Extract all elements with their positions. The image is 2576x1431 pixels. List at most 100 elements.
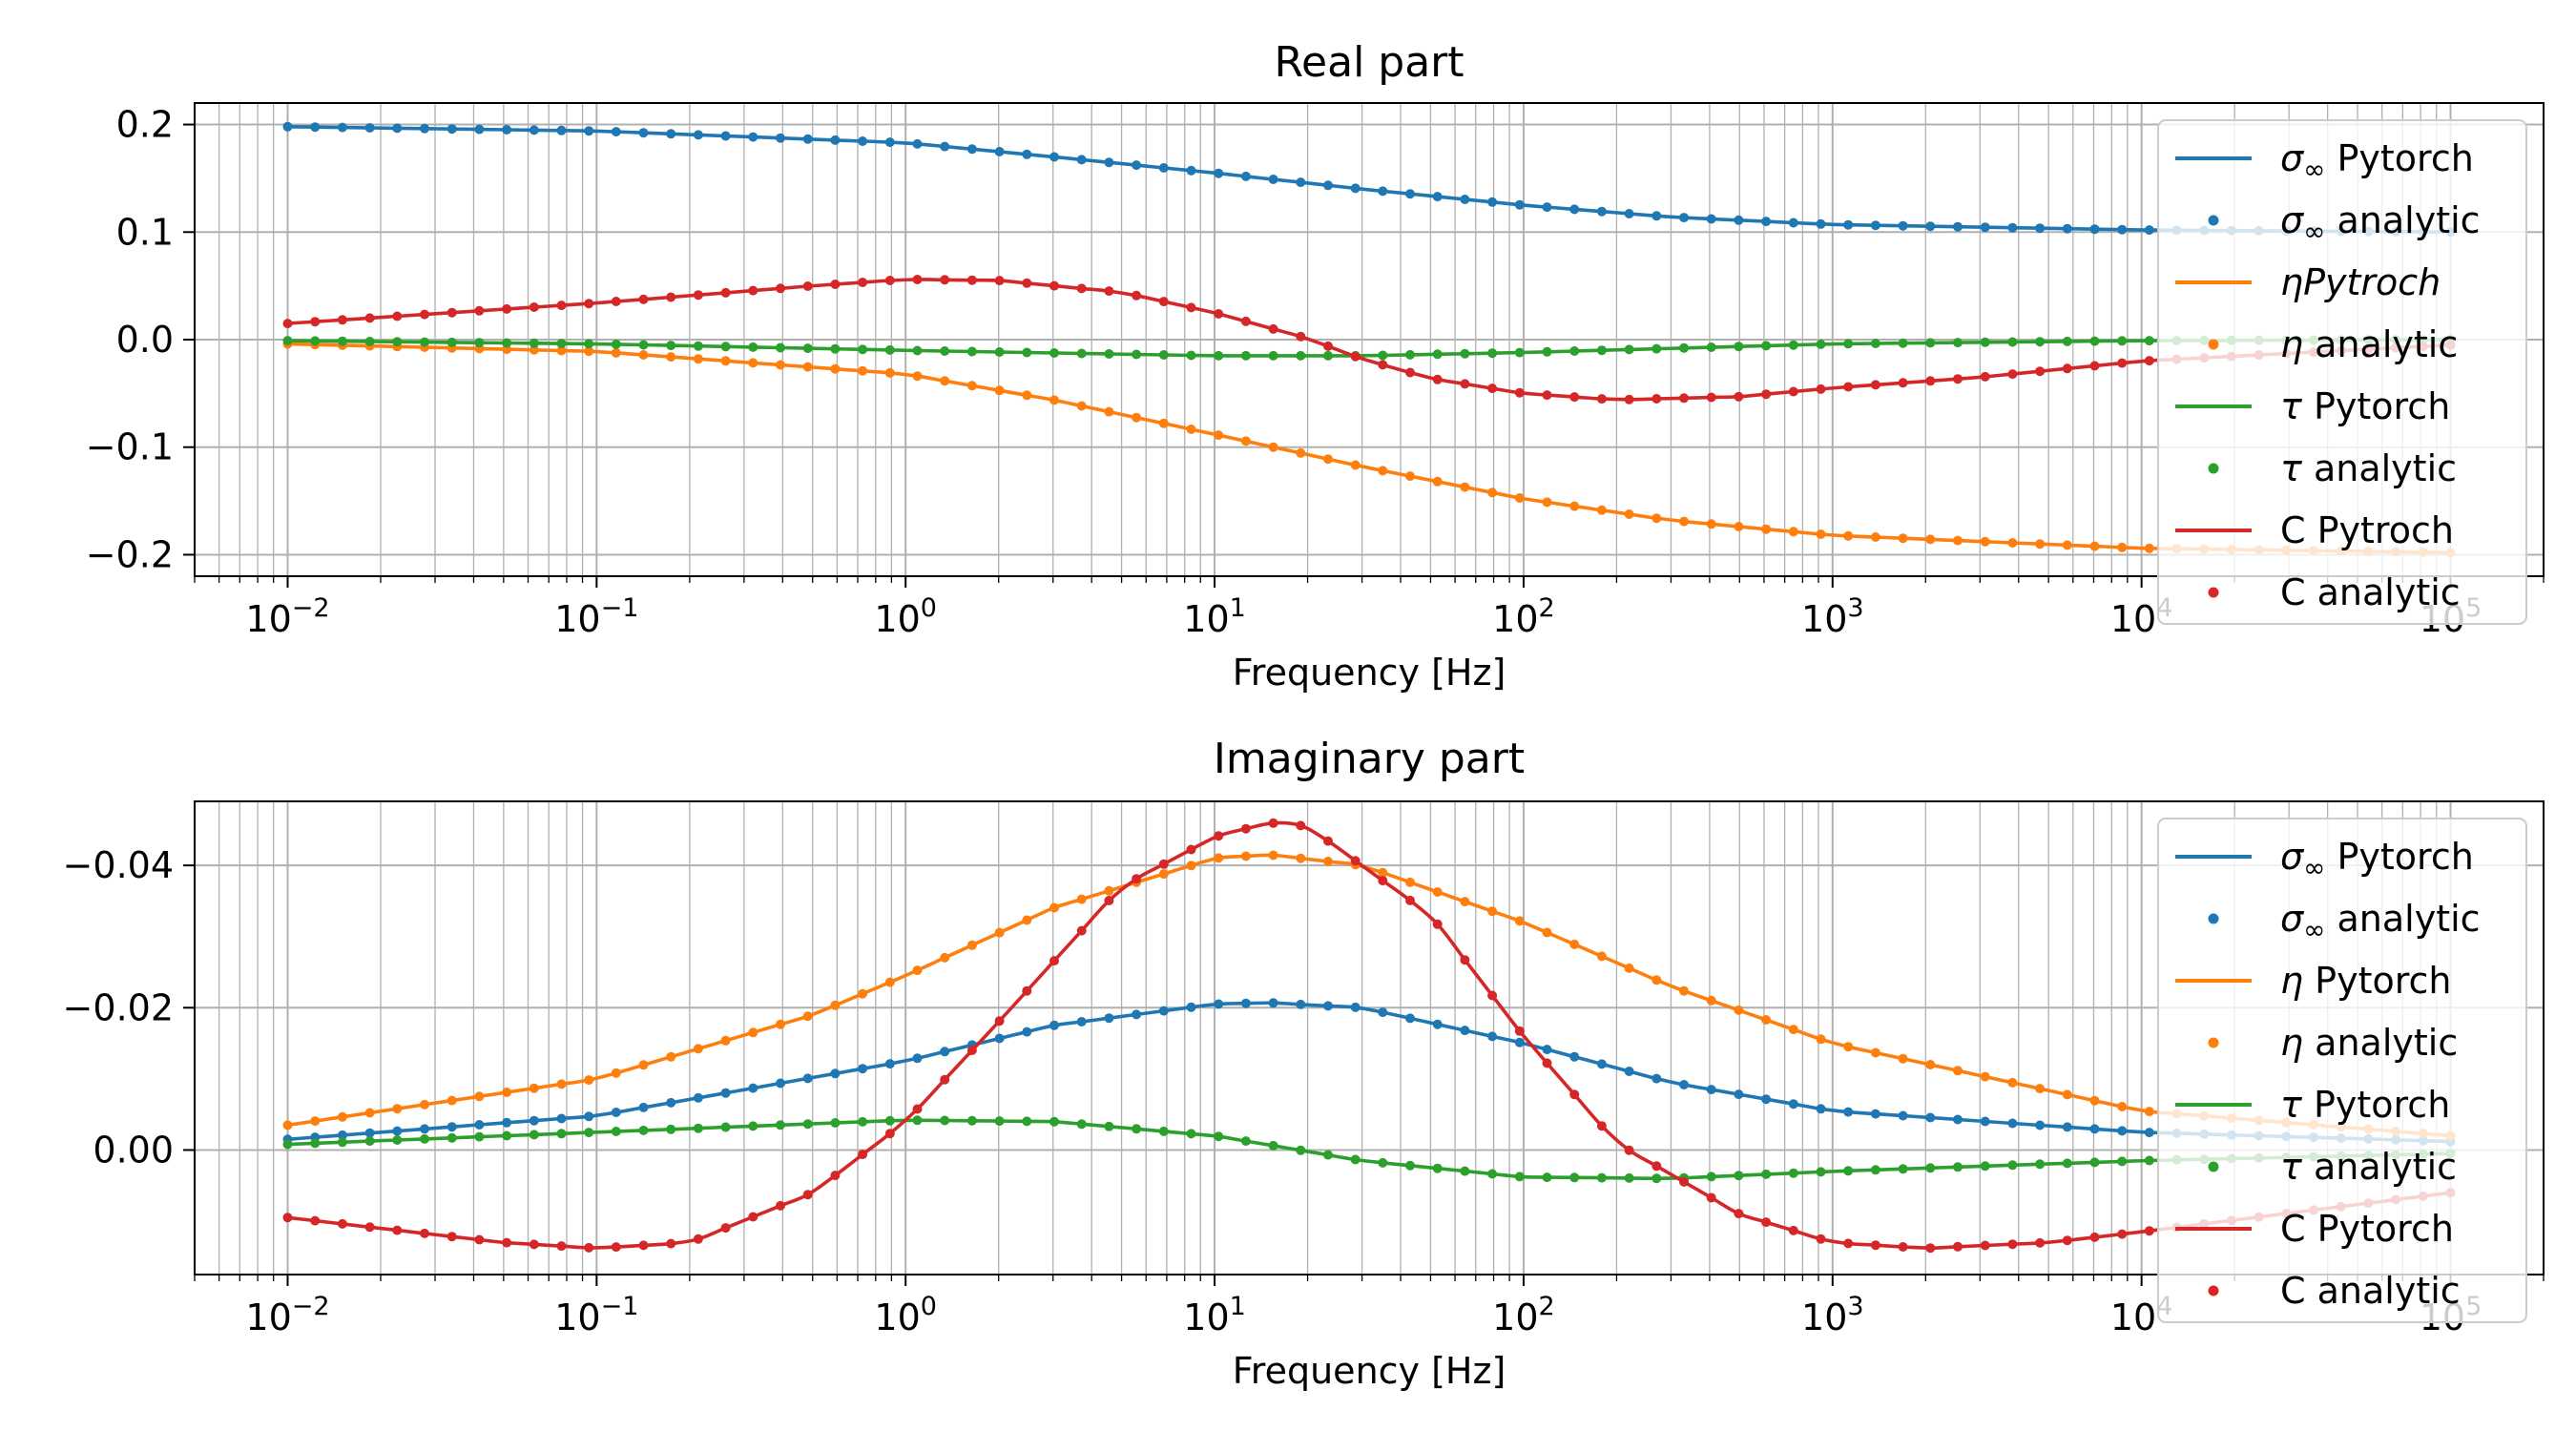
legend-entry: τ Pytorch (2175, 385, 2450, 427)
data-point (1569, 1089, 1580, 1100)
data-point (1323, 454, 1333, 465)
data-point (1432, 374, 1443, 384)
legend-dot-marker (2208, 339, 2219, 350)
data-point (1898, 533, 1908, 544)
data-point (1022, 1116, 1032, 1127)
data-point (1158, 1126, 1169, 1136)
data-point (2062, 223, 2072, 234)
legend-entry: τ analytic (2208, 447, 2457, 489)
data-point (1788, 1168, 1798, 1178)
data-point (611, 1108, 621, 1117)
series-points-2 (282, 850, 2456, 1141)
data-point (693, 130, 703, 140)
data-point (1569, 1051, 1580, 1062)
data-point (1405, 895, 1415, 905)
data-point (1843, 1042, 1854, 1052)
data-point (1514, 1172, 1525, 1182)
data-point (1843, 1166, 1854, 1176)
legend-box (2157, 119, 2527, 625)
data-point (1350, 183, 1361, 194)
data-point (1843, 219, 1854, 230)
data-point (1596, 206, 1607, 217)
data-point (1378, 876, 1388, 886)
legend-entry: C analytic (2208, 1270, 2461, 1312)
data-point (1596, 1059, 1607, 1069)
data-point (1049, 1116, 1059, 1127)
data-point (1022, 915, 1032, 925)
data-point (1323, 180, 1333, 191)
data-point (1898, 338, 1908, 348)
data-point (2007, 1160, 2018, 1171)
data-point (1843, 382, 1854, 392)
data-point (1432, 476, 1443, 487)
data-point (1487, 1169, 1498, 1179)
data-point (310, 122, 321, 133)
legend-label: σ∞ Pytorch (2280, 836, 2474, 883)
data-point (1624, 963, 1634, 973)
data-point (1925, 376, 1936, 386)
data-point (1296, 820, 1306, 831)
data-point (1925, 1060, 1936, 1069)
data-point (1596, 1172, 1607, 1183)
data-point (1843, 1238, 1854, 1249)
data-point (1460, 955, 1470, 965)
data-point (1487, 906, 1498, 917)
data-point (1022, 985, 1032, 996)
data-point (1378, 867, 1388, 878)
data-point (1953, 1162, 1963, 1172)
data-point (1514, 1026, 1525, 1036)
data-point (2007, 1118, 2018, 1129)
x-tick-label: 10−2 (245, 593, 329, 640)
legend-label: η analytic (2280, 323, 2458, 365)
data-point (584, 346, 594, 357)
data-point (1898, 220, 1908, 231)
data-point (611, 1068, 621, 1078)
data-point (1870, 532, 1880, 542)
data-point (1898, 1164, 1908, 1174)
data-point (912, 965, 923, 976)
data-point (1350, 1002, 1361, 1012)
data-point (2144, 1155, 2154, 1166)
data-point (2117, 1229, 2128, 1239)
data-point (1596, 951, 1607, 962)
data-point (529, 1115, 539, 1126)
legend-label: ηPytroch (2280, 261, 2441, 303)
data-point (1514, 199, 1525, 210)
data-point (858, 365, 868, 376)
data-point (638, 1102, 649, 1112)
data-point (1268, 1140, 1278, 1151)
data-point (720, 342, 731, 352)
data-point (584, 299, 594, 309)
data-point (556, 339, 567, 349)
data-point (1022, 278, 1032, 288)
data-point (1186, 350, 1196, 361)
data-point (1487, 197, 1498, 207)
data-point (474, 338, 485, 348)
data-point (1350, 351, 1361, 362)
data-point (1679, 393, 1689, 404)
data-point (2035, 223, 2046, 234)
data-point (1652, 1173, 1662, 1184)
data-point (2144, 1226, 2154, 1236)
data-point (1132, 160, 1142, 171)
data-point (2062, 1158, 2072, 1169)
data-point (776, 1078, 785, 1089)
data-point (1214, 999, 1224, 1009)
data-point (638, 1240, 649, 1251)
data-point (584, 1111, 594, 1122)
x-tick-label: 101 (1183, 593, 1246, 640)
data-point (1870, 380, 1880, 390)
legend-label: η Pytorch (2280, 960, 2452, 1002)
data-point (2007, 222, 2018, 233)
axes-frame (194, 102, 2545, 577)
data-point (2089, 541, 2100, 551)
data-point (1104, 349, 1114, 359)
data-point (966, 1115, 977, 1126)
data-point (940, 346, 950, 356)
data-point (2062, 1089, 2072, 1100)
data-point (1596, 345, 1607, 356)
data-point (1734, 215, 1744, 225)
data-point (1104, 406, 1114, 417)
data-point (611, 127, 621, 137)
legend-entry: C Pytorch (2175, 1208, 2454, 1250)
